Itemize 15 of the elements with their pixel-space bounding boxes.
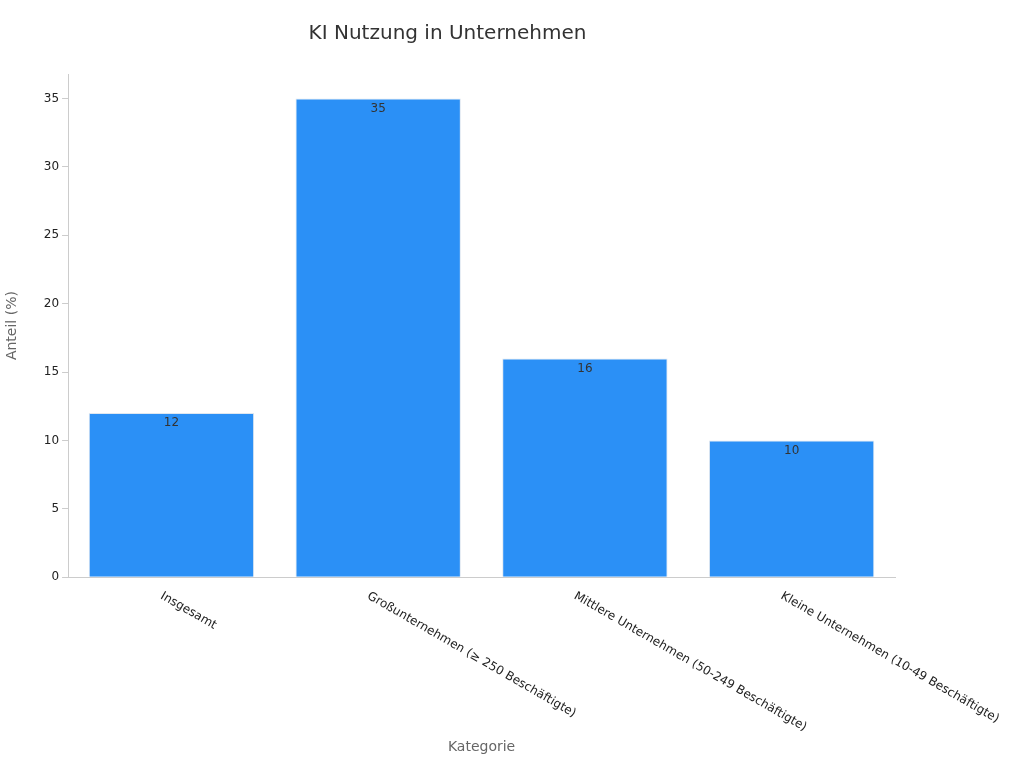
y-axis-title: Anteil (%) <box>3 291 20 361</box>
data-label: 16 <box>577 360 593 375</box>
y-tick-label: 25 <box>43 227 60 242</box>
y-tick-label: 10 <box>43 432 60 447</box>
y-tick-label: 0 <box>51 569 60 584</box>
chart-title: KI Nutzung in Unternehmen <box>308 20 587 45</box>
y-tick-label: 20 <box>43 295 60 310</box>
y-tick-label: 15 <box>43 364 60 379</box>
data-label: 35 <box>370 100 386 115</box>
data-label: 10 <box>783 442 800 457</box>
data-label: 12 <box>163 415 180 430</box>
y-tick-label: 35 <box>43 90 60 105</box>
y-tick-label: 5 <box>51 500 60 515</box>
x-axis-title: Kategorie <box>447 738 516 755</box>
y-tick-label: 30 <box>43 159 60 174</box>
